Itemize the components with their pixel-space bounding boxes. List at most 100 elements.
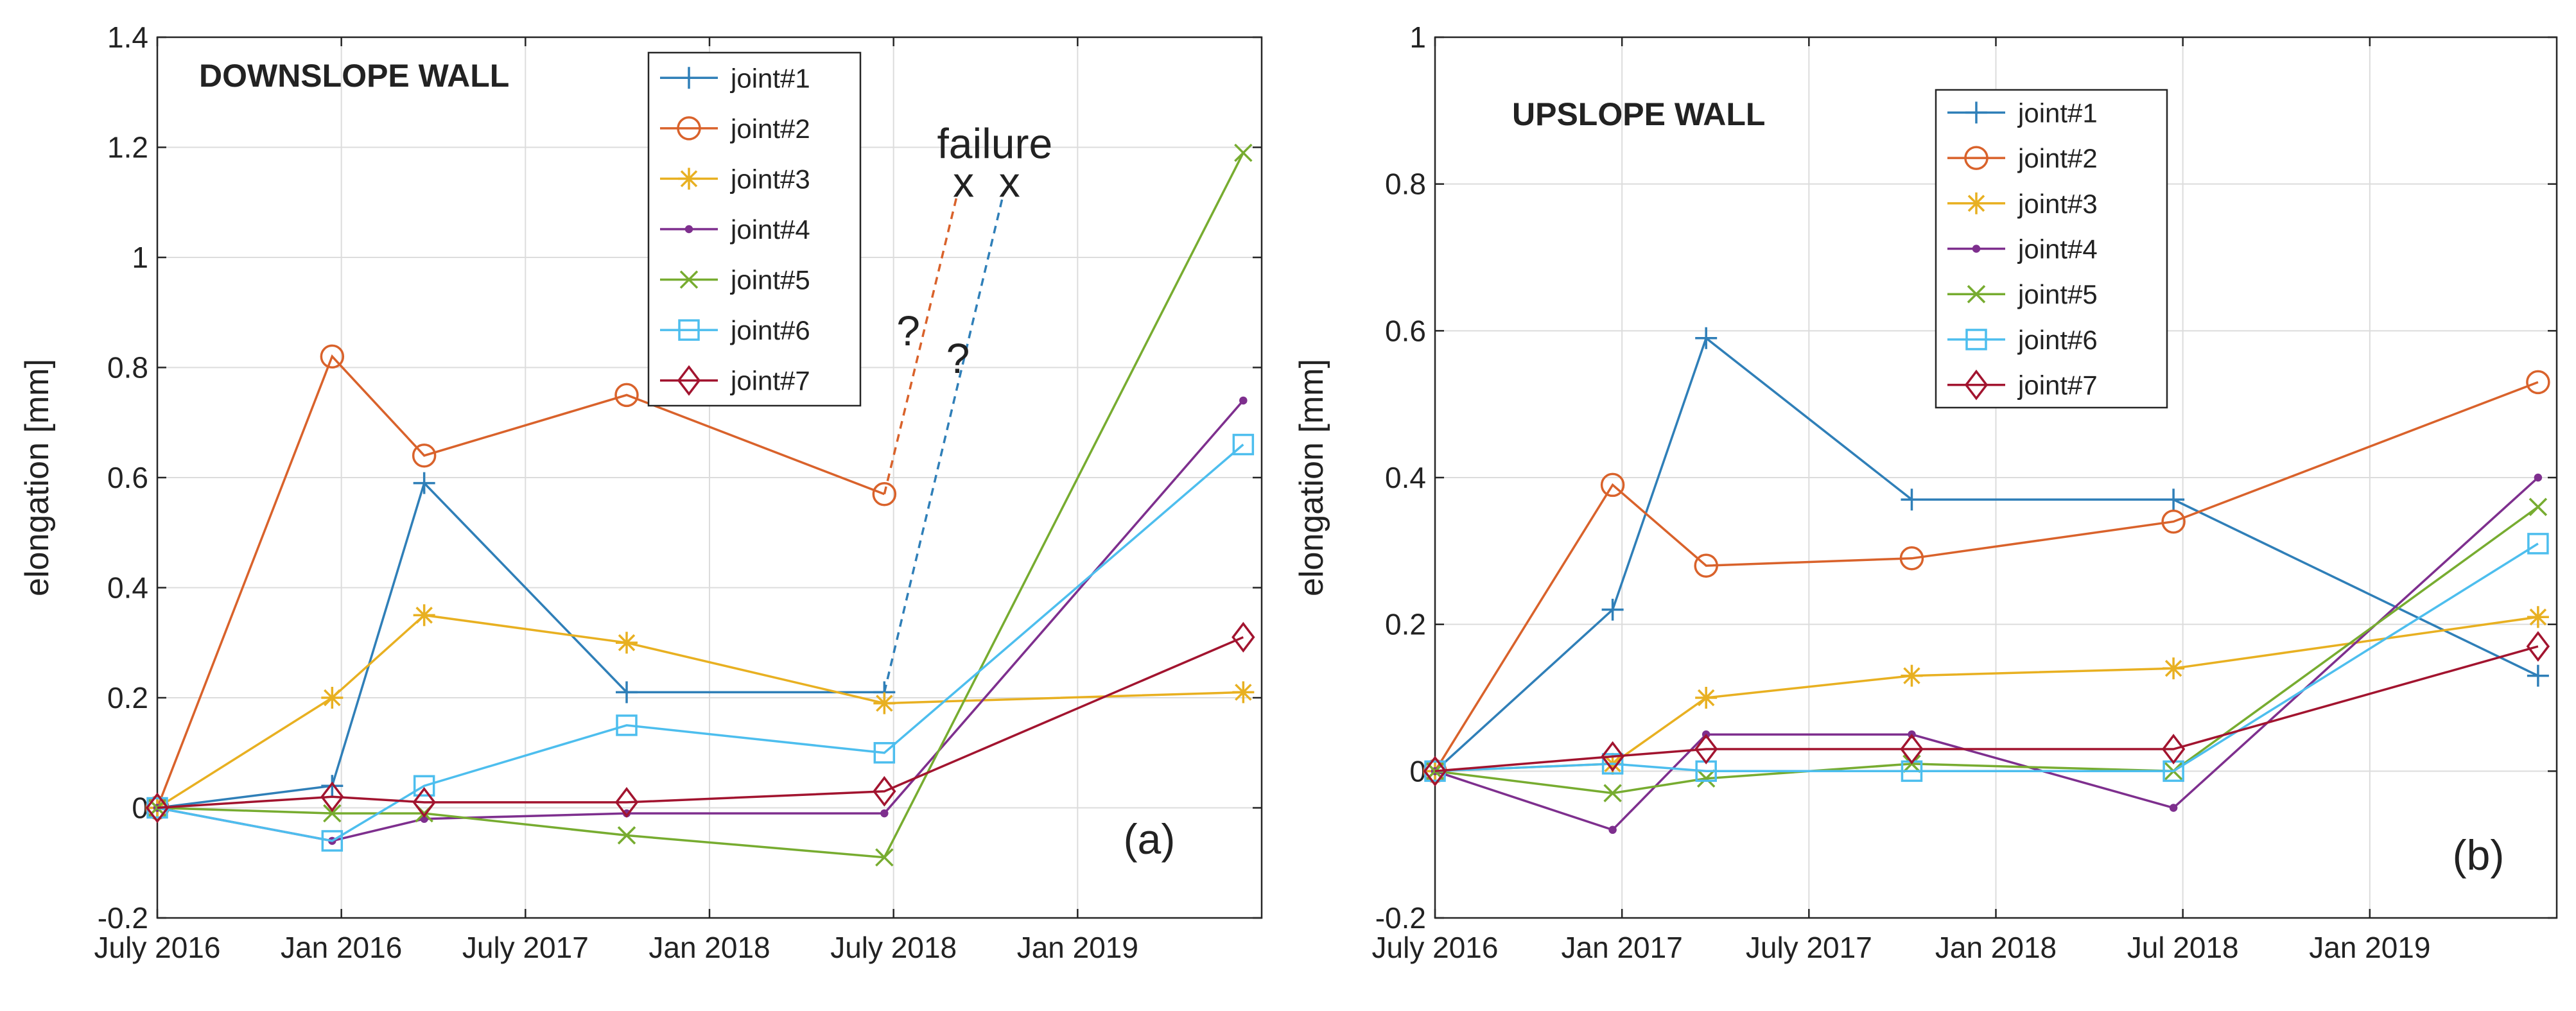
legend-label: joint#2 [2017,143,2098,173]
legend-label: joint#5 [2017,279,2098,309]
y-tick-label: 0.4 [107,571,148,605]
data-point [413,472,435,494]
data-point [2528,497,2548,516]
data-point [2169,804,2178,812]
y-axis-label: elongation [mm] [19,359,56,596]
data-point [2526,631,2550,662]
legend: joint#1 joint#2 joint#3 joint#4 joint#5 joint… [647,51,862,407]
legend: joint#1 joint#2 joint#3 joint#4 joint#5 joint… [1935,89,2168,409]
series-line [157,444,1244,842]
data-point [1600,472,1625,497]
data-point [1901,664,1923,687]
y-tick-label: -0.2 [98,901,148,935]
legend-marker [677,116,701,141]
data-point [873,692,896,714]
data-point [1694,734,1718,765]
data-point [1234,143,1253,162]
data-point [320,781,344,813]
data-point [616,714,638,736]
legend-label: joint#3 [729,164,810,194]
data-point [2161,734,2186,765]
legend-marker [1965,192,1987,214]
legend-label: joint#4 [2017,234,2098,264]
data-point [1423,756,1447,787]
data-point [1603,784,1622,802]
data-point [872,481,897,506]
x-tick-label: Jan 2018 [648,931,770,964]
y-tick-label: 0.2 [1385,608,1426,641]
data-point [873,742,896,764]
data-point [616,632,638,654]
failure-line [883,191,959,495]
legend-marker [1972,245,1981,253]
data-point [413,604,435,626]
panel-label: (b) [2453,831,2505,879]
x-tick-label: July 2018 [830,931,957,964]
data-point [2527,664,2549,687]
y-tick-label: 1.4 [107,21,148,54]
data-point [873,775,896,807]
chart-title: DOWNSLOPE WALL [199,58,509,94]
data-point [2163,488,2185,511]
legend-item: joint#4 [1947,234,2098,264]
series-line [1434,336,2539,772]
data-point [2534,473,2543,482]
y-tick-label: 0.4 [1385,461,1426,494]
legend-item: joint#5 [660,265,810,295]
data-point [1601,598,1624,621]
annotation: x [953,159,974,206]
data-point [145,792,170,824]
legend-label: joint#7 [729,366,810,396]
series-line [1434,542,2539,773]
series-line [157,152,1244,859]
series-line [157,636,1244,809]
legend-label: joint#1 [2017,98,2098,128]
legend-marker [679,270,699,289]
series-joint#5 [148,143,1253,867]
data-point [1239,396,1248,405]
legend-label: joint#6 [2017,325,2098,355]
legend-item: joint#1 [1947,98,2098,128]
data-point [412,787,436,818]
x-tick-label: July 2016 [1372,931,1499,964]
x-tick-label: Jan 2019 [1017,931,1138,964]
data-point [616,681,638,704]
legend-marker [1964,369,1989,401]
x-tick-label: July 2017 [462,931,589,964]
data-point [875,848,894,867]
data-point [1232,681,1255,704]
data-point [1694,553,1718,578]
series-line [1434,645,2539,773]
legend-marker [1965,101,1987,124]
data-point [1899,546,1924,571]
series-joint#1 [1424,327,2549,782]
legend-marker [684,225,693,234]
y-tick-label: 0.2 [107,681,148,714]
legend-marker [1964,146,1989,170]
data-point [2163,657,2185,680]
data-point [323,804,342,823]
series-joint#1 [146,472,896,819]
data-point [1601,753,1624,775]
data-point [2527,606,2549,628]
legend-marker [678,67,700,89]
data-point [2527,533,2549,555]
x-tick-label: Jan 2017 [1562,931,1683,964]
legend-item: joint#6 [1947,325,2098,355]
data-point [1696,769,1716,788]
y-tick-label: 0.8 [107,351,148,385]
legend-marker [677,365,701,396]
legend-item: joint#1 [660,63,810,93]
data-point [413,775,435,797]
legend-marker [1965,329,1987,350]
y-tick-label: -0.2 [1375,901,1426,935]
legend-item: joint#6 [660,315,810,345]
data-point [2526,370,2550,395]
data-point [1232,433,1255,456]
series-line [156,354,885,809]
legend-item: joint#2 [660,114,810,144]
data-point [1695,327,1718,349]
data-point [321,687,344,709]
